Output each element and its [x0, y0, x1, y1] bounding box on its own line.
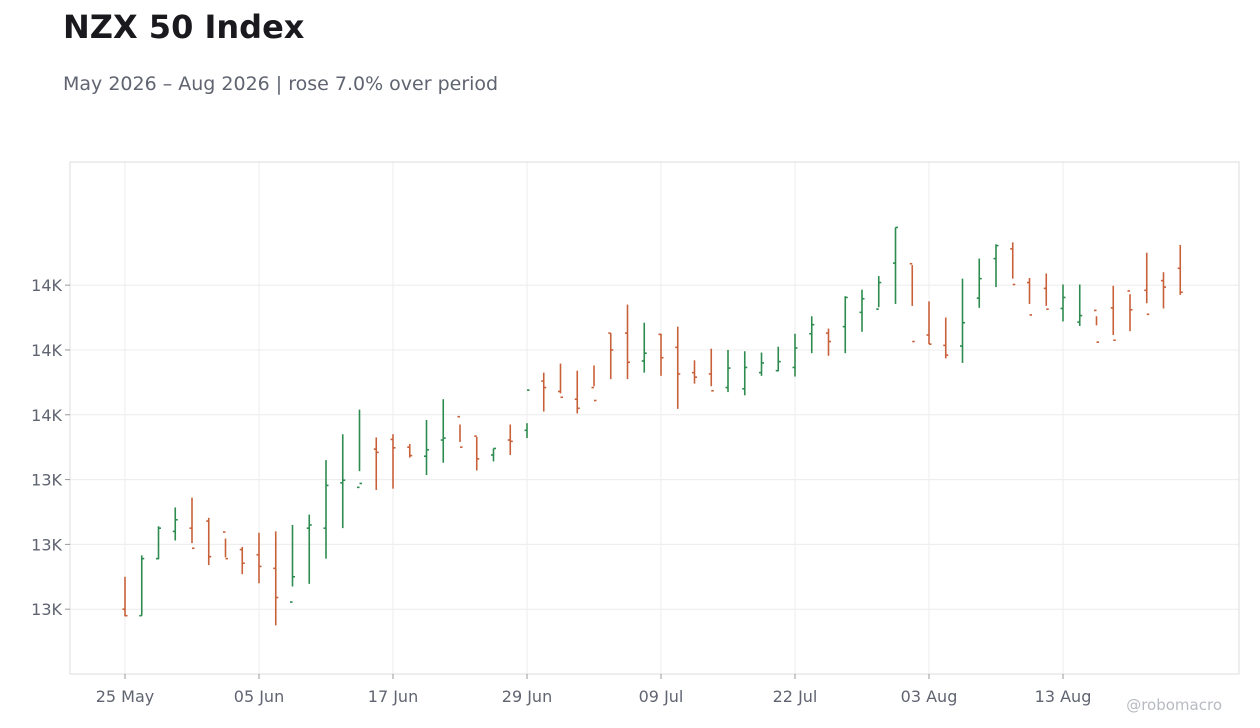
ohlc-bar — [424, 419, 429, 476]
ohlc-bar — [223, 531, 228, 560]
ohlc-bar — [156, 526, 161, 560]
ohlc-bar — [792, 333, 798, 377]
x-tick-label: 22 Jul — [773, 687, 818, 706]
ohlc-bar — [1060, 284, 1066, 322]
x-tick-label: 05 Jun — [234, 687, 284, 706]
ohlc-bar — [239, 546, 245, 575]
ohlc-bar — [407, 443, 413, 458]
ohlc-bar — [189, 497, 195, 550]
ohlc-bar — [1094, 309, 1099, 343]
ohlc-bar — [1027, 278, 1032, 316]
ohlc-bar — [1177, 244, 1183, 295]
ohlc-bar — [641, 322, 647, 373]
ohlc-bar — [491, 447, 496, 462]
ohlc-bar — [474, 435, 480, 471]
y-tick-label: 14K — [31, 341, 62, 360]
ohlc-bar — [842, 296, 848, 354]
ohlc-bar — [524, 389, 530, 439]
ohlc-bar — [323, 460, 329, 559]
ohlc-bar — [725, 349, 731, 393]
y-tick-label: 14K — [31, 406, 62, 425]
ohlc-bar — [859, 289, 865, 332]
ohlc-bar — [909, 262, 915, 343]
ohlc-bar — [742, 351, 748, 396]
ohlc-bar — [1077, 284, 1083, 326]
plot-frame — [69, 161, 1240, 675]
ohlc-bar — [574, 370, 580, 414]
x-axis: 25 May 05 Jun 17 Jun 29 Jun 09 Jul 22 Jul 03 A… — [96, 674, 1092, 706]
y-tick-label: 13K — [31, 471, 62, 490]
ohlc-bar — [290, 524, 295, 603]
x-tick-label: 09 Jul — [639, 687, 684, 706]
ohlc-bar — [440, 399, 446, 463]
ohlc-bar — [759, 352, 764, 376]
ohlc-bar — [625, 304, 630, 380]
ohlc-bar — [273, 531, 279, 626]
x-tick-label: 29 Jun — [502, 687, 552, 706]
chart-title: NZX 50 Index — [63, 8, 305, 46]
ohlc-bar — [507, 424, 513, 455]
x-tick-label: 17 Jun — [368, 687, 418, 706]
ohlc-bar — [558, 363, 563, 399]
y-tick-label: 14K — [31, 276, 62, 295]
ohlc-bar — [893, 226, 898, 304]
ohlc-bar — [1127, 290, 1133, 332]
ohlc-bar — [591, 365, 597, 402]
ohlc-bar — [926, 301, 932, 345]
ohlc-bar — [993, 244, 999, 288]
ohlc-bar — [826, 328, 831, 356]
ohlc-bar — [775, 346, 781, 372]
ohlc-bar — [876, 276, 882, 310]
ohlc-bar — [1110, 285, 1116, 342]
grid-lines — [70, 162, 1239, 674]
ohlc-bar — [1043, 273, 1049, 310]
ohlc-bar — [206, 517, 212, 566]
ohlc-bar — [306, 514, 312, 584]
ohlc-bars — [122, 226, 1183, 626]
chart-subtitle: May 2026 – Aug 2026 | rose 7.0% over per… — [63, 73, 499, 95]
ohlc-bar — [390, 434, 396, 489]
ohlc-bar — [658, 333, 664, 376]
ohlc-bar — [122, 576, 128, 617]
ohlc-bar — [943, 317, 949, 359]
ohlc-bar — [541, 372, 547, 412]
ohlc-bar — [809, 316, 815, 354]
ohlc-bar — [1144, 252, 1150, 316]
x-tick-label: 03 Aug — [901, 687, 958, 706]
watermark: @robomacro — [1126, 696, 1222, 714]
x-tick-label: 13 Aug — [1035, 687, 1092, 706]
ohlc-bar — [340, 434, 346, 529]
ohlc-bar — [960, 278, 965, 363]
y-tick-label: 13K — [31, 600, 62, 619]
ohlc-bar — [1010, 242, 1016, 286]
x-tick-label: 25 May — [96, 687, 155, 706]
ohlc-bar — [708, 348, 714, 392]
y-tick-label: 13K — [31, 535, 62, 554]
ohlc-bar — [976, 258, 982, 308]
ohlc-bar — [608, 332, 614, 380]
ohlc-bar — [1161, 272, 1166, 309]
y-axis: 13K 13K 13K 14K 14K 14K — [31, 276, 70, 619]
ohlc-bar — [357, 409, 362, 489]
ohlc-bar — [256, 532, 262, 584]
ohlc-bar — [172, 507, 178, 541]
ohlc-bar — [373, 437, 379, 490]
ohlc-bar — [692, 360, 697, 384]
ohlc-bar — [675, 326, 681, 409]
ohlc-bar — [457, 415, 463, 448]
ohlc-bar — [139, 555, 145, 617]
